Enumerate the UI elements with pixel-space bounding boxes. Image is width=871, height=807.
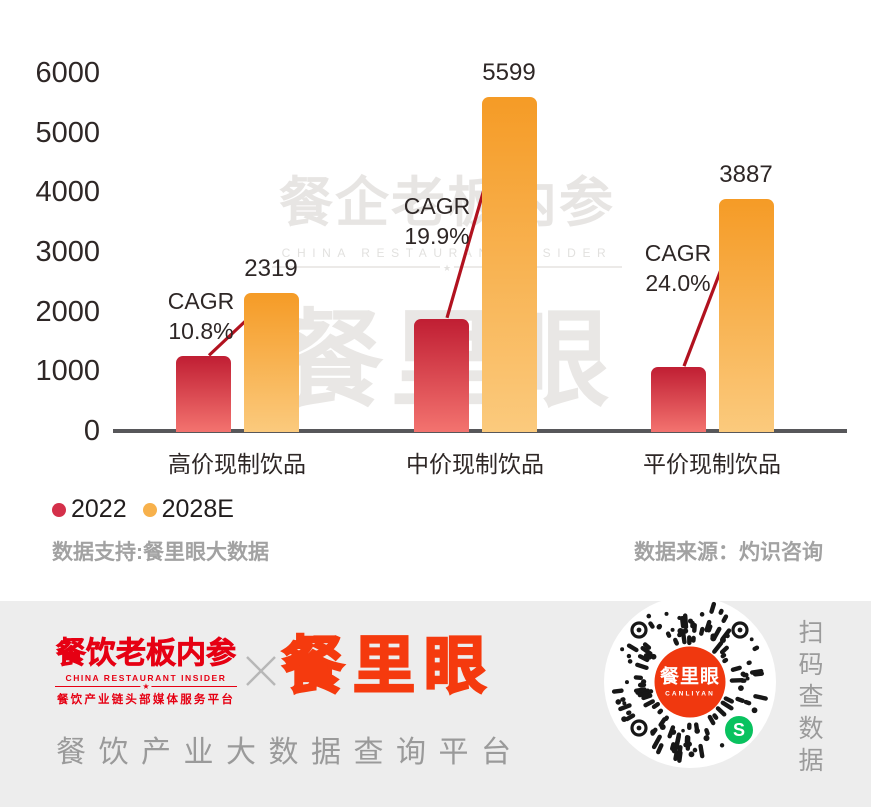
y-tick-label: 3000 — [35, 235, 100, 268]
legend-item: 2022 — [52, 495, 127, 524]
x-axis-line — [113, 429, 847, 433]
cagr-annotation: CAGR 24.0% — [644, 240, 712, 296]
y-tick-label: 2000 — [35, 295, 100, 328]
y-tick-label: 1000 — [35, 355, 100, 388]
value-label: 3887 — [719, 160, 773, 188]
qr-center-title: 餐里眼 — [659, 666, 720, 687]
y-tick-label: 4000 — [35, 176, 100, 209]
chart-legend: 2022 2028E — [52, 495, 234, 524]
footer-section: 餐饮老板内参 CHINA RESTAURANT INSIDER ★ 餐饮产业链头… — [0, 596, 871, 807]
chart-section: 餐企老板内参 CHINA RESTAURANT INSIDER ★ 餐里眼 01… — [35, 56, 847, 564]
qr-center-subtitle: CANLIYAN — [665, 690, 715, 697]
category-label: 平价现制饮品 — [643, 451, 781, 477]
category-label: 中价现制饮品 — [406, 451, 544, 477]
publisher-logo-divider: ★ — [55, 682, 237, 692]
y-tick-label: 5000 — [35, 116, 100, 149]
publisher-logo-subtitle-en: CHINA RESTAURANT INSIDER — [65, 673, 227, 683]
brand-logo: 餐里眼 — [281, 631, 496, 702]
legend-swatch — [52, 502, 66, 517]
value-label: 2319 — [244, 254, 298, 282]
bar-2028e — [481, 96, 537, 432]
data-source-note: 数据来源：灼识咨询 — [634, 541, 823, 564]
bar-2028e — [718, 198, 774, 432]
publisher-logo-subtitle-cn: 餐饮产业链头部媒体服务平台 — [56, 694, 236, 706]
bar-2022 — [413, 318, 469, 432]
value-label: 5599 — [482, 58, 536, 86]
legend-label: 2028E — [161, 495, 234, 523]
cagr-annotation: CAGR 10.8% — [167, 288, 235, 344]
bar-2028e — [243, 292, 299, 432]
data-support-note: 数据支持:餐里眼大数据 — [52, 541, 269, 564]
publisher-logo-title: 餐饮老板内参 — [56, 637, 237, 670]
multiply-icon — [243, 653, 279, 689]
cagr-annotation: CAGR 19.9% — [403, 193, 471, 249]
scan-hint: 扫码查数据 — [795, 619, 823, 779]
wechat-mini-program-icon: S — [723, 714, 755, 746]
bar-2022 — [175, 356, 231, 432]
legend-swatch — [142, 502, 157, 517]
category-label: 高价现制饮品 — [168, 451, 306, 477]
y-tick-label: 0 — [83, 415, 100, 447]
qr-center-badge: 餐里眼 CANLIYAN — [654, 646, 726, 718]
legend-item: 2028E — [142, 495, 234, 524]
qr-code-pattern — [611, 601, 768, 763]
bar-chart: 0 1000 2000 3000 4000 5000 6000 高价现制饮品 2319 CAGR 1… — [35, 56, 847, 477]
publisher-logo-star-icon: ★ — [140, 682, 152, 692]
bar-2022 — [650, 367, 706, 432]
y-tick-label: 6000 — [35, 56, 100, 89]
legend-label: 2022 — [71, 495, 127, 523]
publisher-logo: 餐饮老板内参 CHINA RESTAURANT INSIDER ★ 餐饮产业链头… — [55, 637, 237, 707]
qr-code: 餐里眼 CANLIYAN S — [604, 596, 776, 768]
footer-tagline: 餐饮产业大数据查询平台 — [56, 736, 524, 769]
